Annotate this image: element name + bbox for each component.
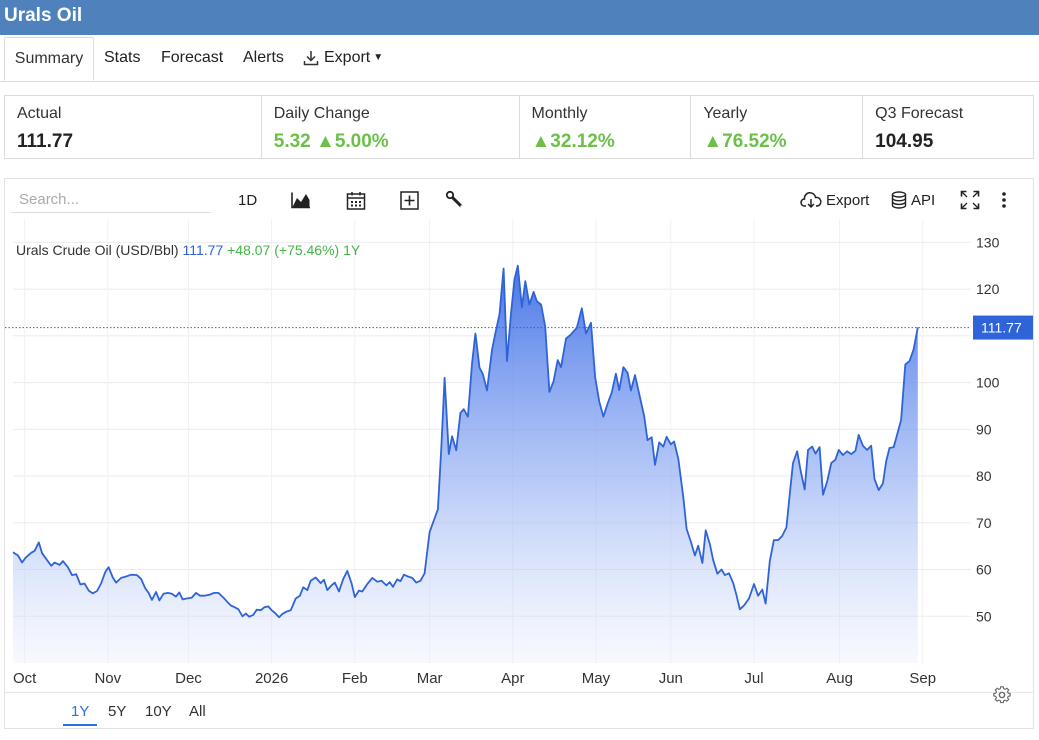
stat-daily-change: Daily Change 5.32 ▲5.00%	[262, 96, 520, 158]
title-bar: Urals Oil	[0, 0, 1039, 35]
x-tick-label: Jun	[659, 670, 683, 687]
x-tick-label: May	[582, 670, 611, 687]
tab-stats[interactable]: Stats	[104, 49, 141, 66]
tab-export[interactable]: Export ▼	[302, 37, 383, 79]
tab-summary[interactable]: Summary	[4, 37, 94, 81]
x-tick-label: Sep	[909, 670, 936, 687]
download-icon	[303, 51, 319, 66]
tab-forecast[interactable]: Forecast	[161, 49, 224, 66]
database-icon	[891, 191, 907, 209]
app-title: Urals Oil	[4, 5, 83, 26]
stat-monthly: Monthly ▲32.12%	[520, 96, 692, 158]
stat-label: Q3 Forecast	[875, 105, 964, 122]
x-tick-label: 2026	[255, 670, 288, 687]
x-tick-label: Aug	[826, 670, 853, 687]
interval-button[interactable]: 1D	[238, 191, 258, 209]
plus-box-icon	[400, 190, 419, 210]
y-tick-label: 80	[976, 468, 992, 484]
range-5y[interactable]: 5Y	[108, 703, 127, 720]
legend-change: +48.07 (+75.46%)	[227, 242, 343, 258]
y-tick-label: 70	[976, 515, 992, 531]
y-tick-label: 100	[976, 375, 1000, 391]
y-tick-label: 120	[976, 281, 1000, 297]
fullscreen-button[interactable]	[960, 187, 980, 213]
last-value-label: 111.77	[981, 320, 1022, 336]
more-vertical-icon	[1002, 192, 1006, 208]
range-selector: 1Y 5Y 10Y All	[5, 686, 1033, 729]
export-chart-label: Export	[826, 191, 870, 209]
stats-row: Actual 111.77 Daily Change 5.32 ▲5.00% M…	[4, 95, 1034, 159]
cloud-download-icon	[800, 191, 822, 209]
stat-label: Monthly	[531, 105, 588, 122]
caret-down-icon: ▼	[373, 52, 384, 63]
compare-button[interactable]	[400, 187, 419, 213]
tab-alerts[interactable]: Alerts	[243, 49, 284, 66]
tab-export-label: Export	[324, 49, 371, 66]
x-tick-label: Oct	[13, 670, 37, 687]
chart-panel: 50 60 70 80 90 100 120 130 111.77 Oct Nov Dec 2026 Fe…	[4, 178, 1034, 729]
stat-value: ▲76.52%	[703, 131, 787, 152]
search-input[interactable]	[11, 187, 211, 213]
settings-tool-button[interactable]	[445, 187, 465, 213]
x-tick-label: Apr	[501, 670, 524, 687]
more-options-button[interactable]	[1001, 187, 1007, 213]
stat-value: 104.95	[875, 131, 934, 152]
stat-value: 5.32 ▲5.00%	[273, 131, 389, 152]
stat-actual: Actual 111.77	[5, 96, 262, 158]
price-chart[interactable]: 50 60 70 80 90 100 120 130 111.77 Oct Nov Dec 2026 Fe…	[5, 179, 1033, 692]
x-tick-label: Dec	[175, 670, 202, 687]
y-tick-label: 130	[976, 234, 1000, 250]
x-tick-label: Jul	[744, 670, 763, 687]
range-1y[interactable]: 1Y	[63, 703, 98, 726]
stat-label: Actual	[17, 105, 62, 122]
stat-value: 111.77	[17, 131, 74, 152]
legend-last-value: 111.77	[182, 242, 227, 258]
api-label: API	[911, 191, 936, 209]
export-chart-button[interactable]: Export	[800, 187, 869, 213]
x-tick-label: Nov	[94, 670, 121, 687]
legend-series-name: Urals Crude Oil (USD/Bbl)	[16, 242, 182, 258]
stat-yearly: Yearly ▲76.52%	[691, 96, 864, 158]
y-tick-label: 50	[976, 608, 992, 624]
stat-value: ▲32.12%	[531, 131, 615, 152]
range-all[interactable]: All	[189, 703, 206, 720]
fullscreen-icon	[960, 190, 980, 210]
x-tick-label: Mar	[417, 670, 443, 687]
chart-type-button[interactable]	[291, 187, 311, 213]
chart-legend: Urals Crude Oil (USD/Bbl) 111.77 +48.07 …	[16, 242, 361, 258]
area-chart-icon	[291, 192, 310, 209]
last-value-tag	[973, 315, 1033, 340]
series-line	[12, 264, 919, 619]
legend-range: 1Y	[343, 242, 361, 258]
stat-label: Yearly	[703, 105, 748, 122]
wrench-icon	[445, 190, 463, 208]
x-tick-label: Feb	[342, 670, 368, 687]
stat-label: Daily Change	[273, 105, 370, 122]
y-tick-label: 60	[976, 562, 992, 578]
y-tick-label: 90	[976, 421, 992, 437]
series-area	[13, 265, 918, 663]
tab-bar: Summary Stats Forecast Alerts Export ▼	[0, 35, 1039, 82]
range-10y[interactable]: 10Y	[145, 703, 172, 720]
api-button[interactable]: API	[891, 187, 935, 213]
gear-icon[interactable]	[993, 686, 1011, 704]
calendar-button[interactable]	[346, 187, 366, 213]
stat-q3-forecast: Q3 Forecast 104.95	[863, 96, 1033, 158]
calendar-icon	[346, 191, 366, 210]
